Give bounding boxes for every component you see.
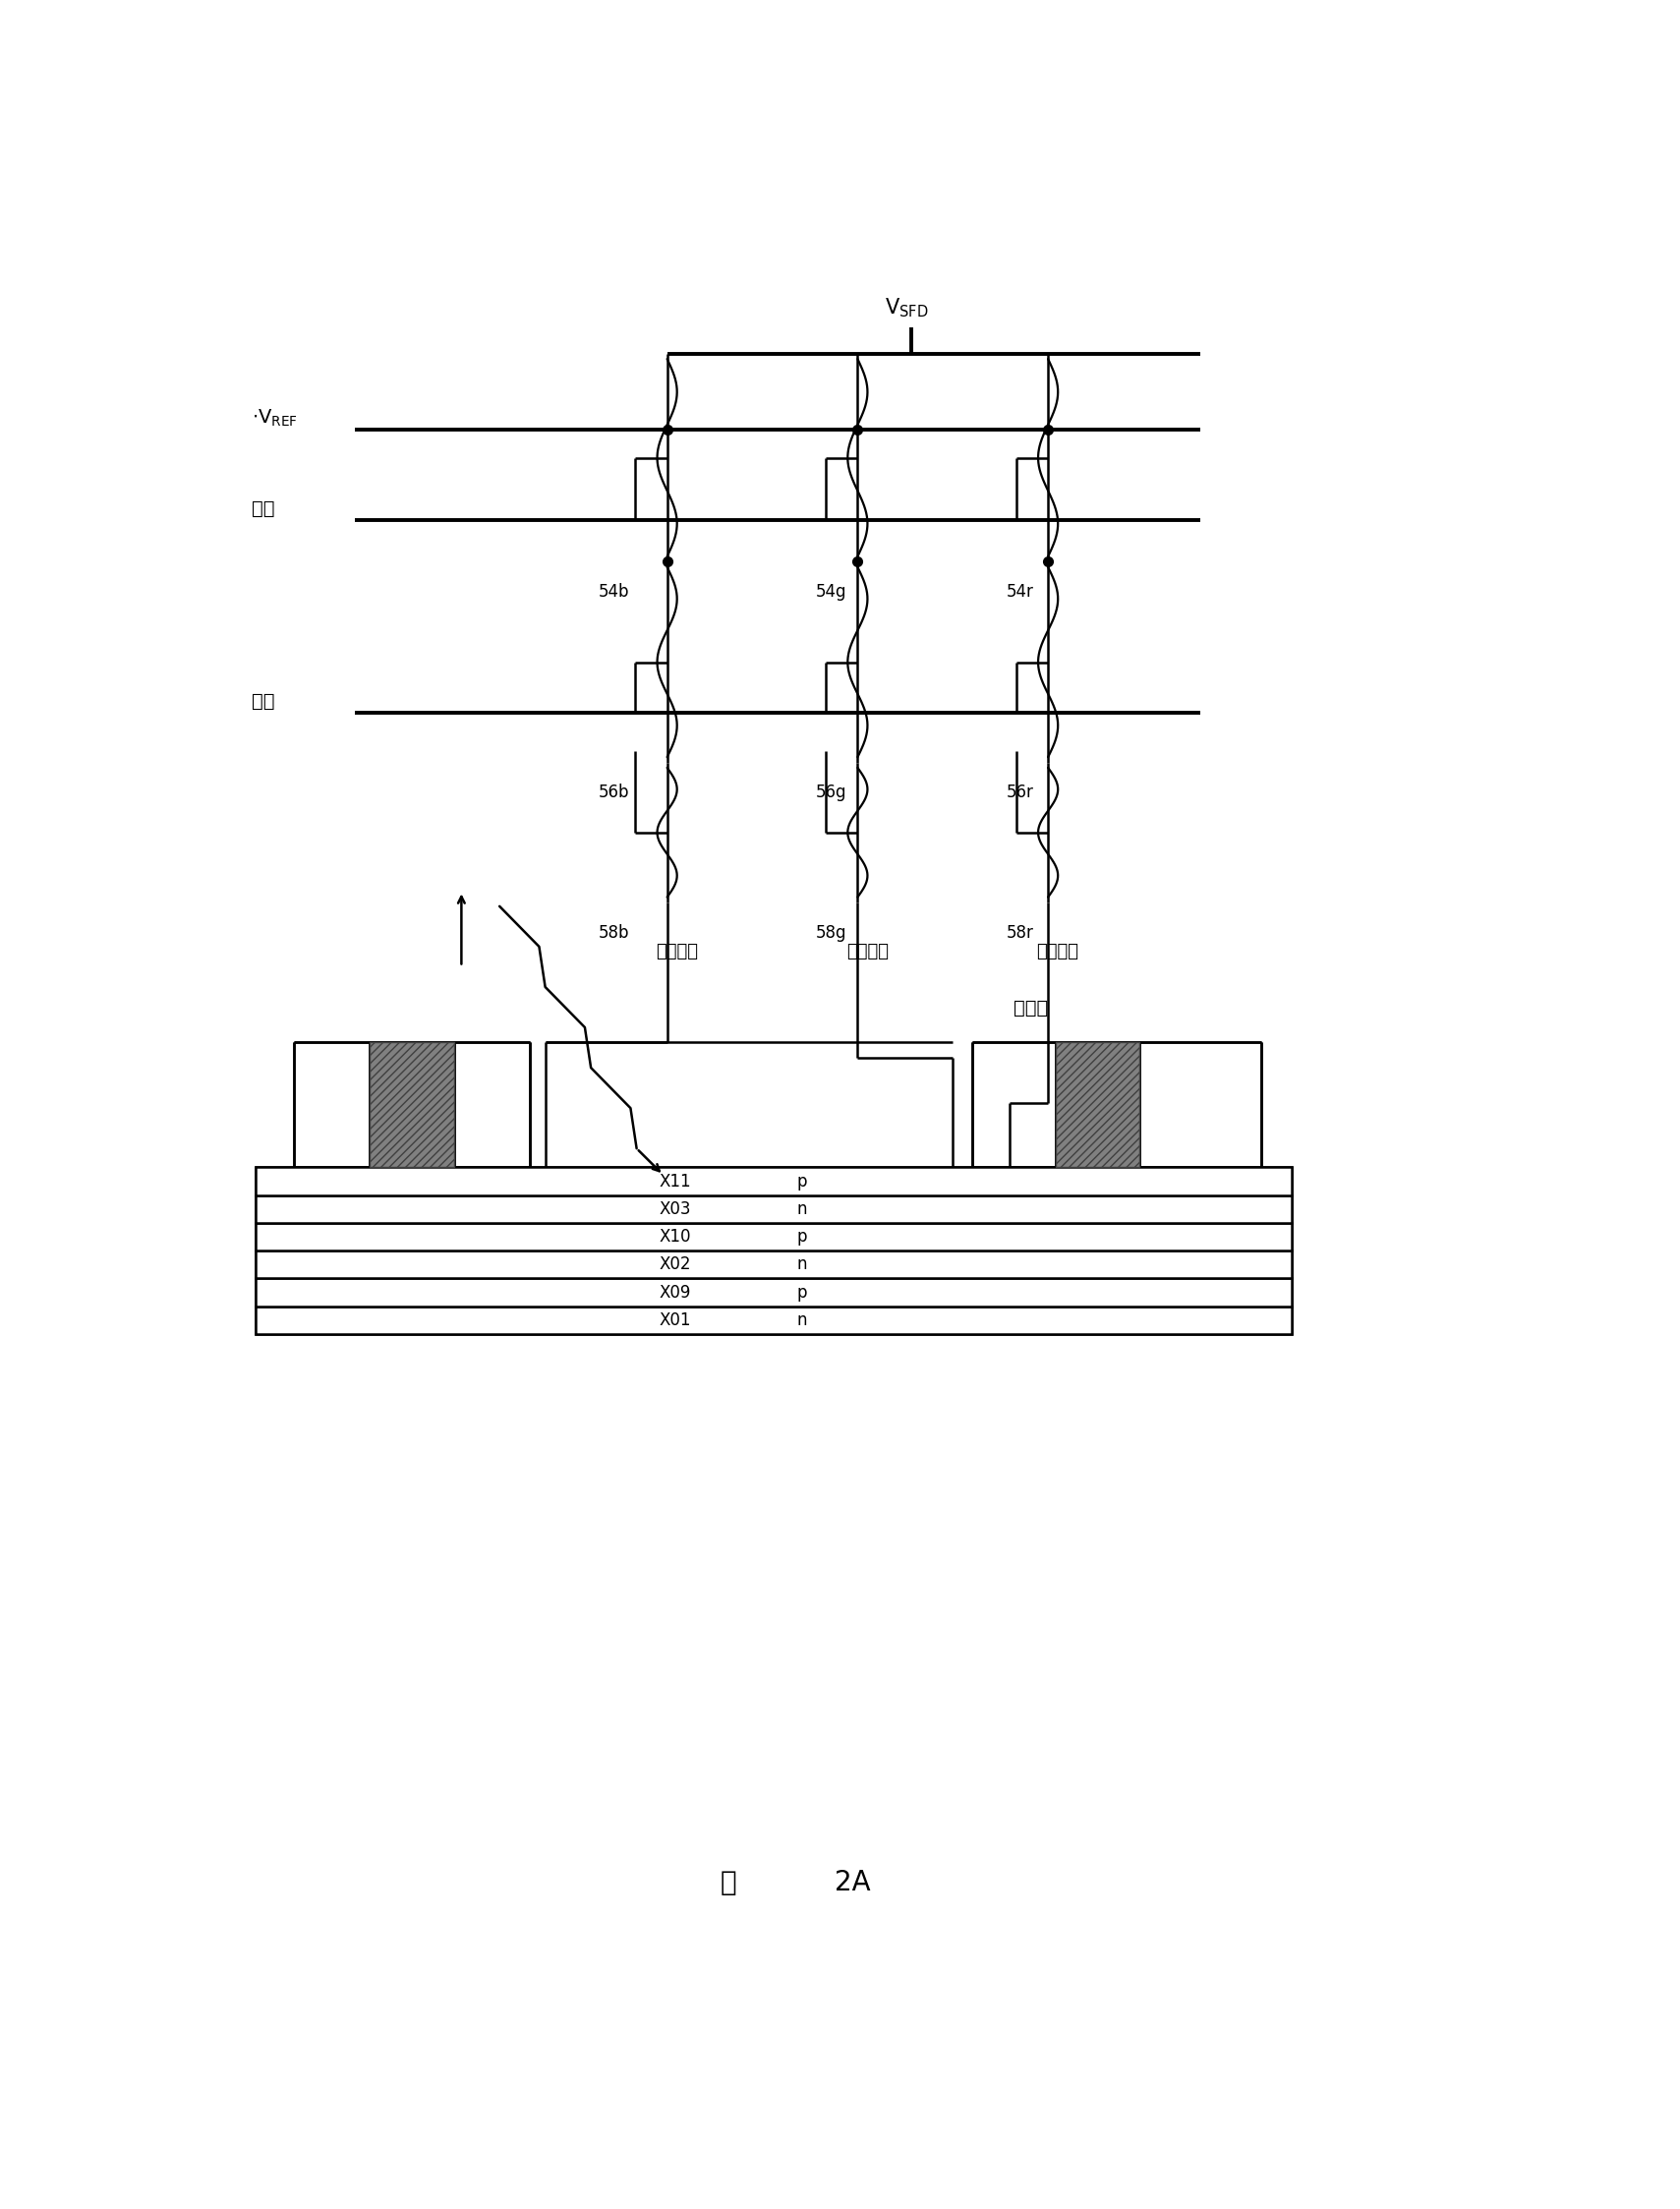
- Text: X09: X09: [660, 1283, 690, 1301]
- Bar: [255, 1306, 1292, 1334]
- Text: 图: 图: [721, 1869, 736, 1898]
- Text: n: n: [796, 1312, 806, 1330]
- Text: p: p: [796, 1228, 806, 1246]
- Text: n: n: [796, 1255, 806, 1272]
- Text: 58g: 58g: [816, 923, 847, 941]
- Text: $\cdot$V$_{\mathsf{REF}}$: $\cdot$V$_{\mathsf{REF}}$: [252, 406, 297, 429]
- Bar: [255, 1166, 1292, 1195]
- Text: 54b: 54b: [598, 583, 630, 601]
- Text: p: p: [796, 1283, 806, 1301]
- Text: p: p: [796, 1173, 806, 1191]
- Text: X03: X03: [660, 1199, 692, 1217]
- Text: 蓝色输出: 蓝色输出: [655, 943, 697, 961]
- Text: 58b: 58b: [598, 923, 630, 941]
- Text: 56g: 56g: [816, 784, 847, 802]
- Text: 遥光板: 遥光板: [1013, 998, 1048, 1018]
- Bar: [255, 1279, 1292, 1306]
- Text: X01: X01: [660, 1312, 692, 1330]
- Text: 54g: 54g: [816, 583, 847, 601]
- Text: 56b: 56b: [598, 784, 630, 802]
- Text: 2A: 2A: [835, 1869, 870, 1898]
- Text: X11: X11: [660, 1173, 692, 1191]
- Bar: [370, 1043, 454, 1166]
- Bar: [255, 1195, 1292, 1224]
- Text: 56r: 56r: [1006, 784, 1033, 802]
- Text: n: n: [796, 1199, 806, 1217]
- Bar: [1055, 1043, 1139, 1166]
- Bar: [255, 1166, 1292, 1334]
- Text: 绿色输出: 绿色输出: [847, 943, 889, 961]
- Text: 行选: 行选: [252, 691, 276, 711]
- Text: V$_{\mathsf{SFD}}$: V$_{\mathsf{SFD}}$: [885, 296, 929, 320]
- Text: 复位: 复位: [252, 499, 276, 519]
- Text: 红色输出: 红色输出: [1037, 943, 1079, 961]
- Bar: [1055, 1043, 1139, 1166]
- Bar: [370, 1043, 454, 1166]
- Text: 54r: 54r: [1006, 583, 1033, 601]
- Bar: [255, 1250, 1292, 1279]
- Text: X02: X02: [660, 1255, 692, 1272]
- Text: X10: X10: [660, 1228, 692, 1246]
- Text: 58r: 58r: [1006, 923, 1033, 941]
- Bar: [255, 1224, 1292, 1250]
